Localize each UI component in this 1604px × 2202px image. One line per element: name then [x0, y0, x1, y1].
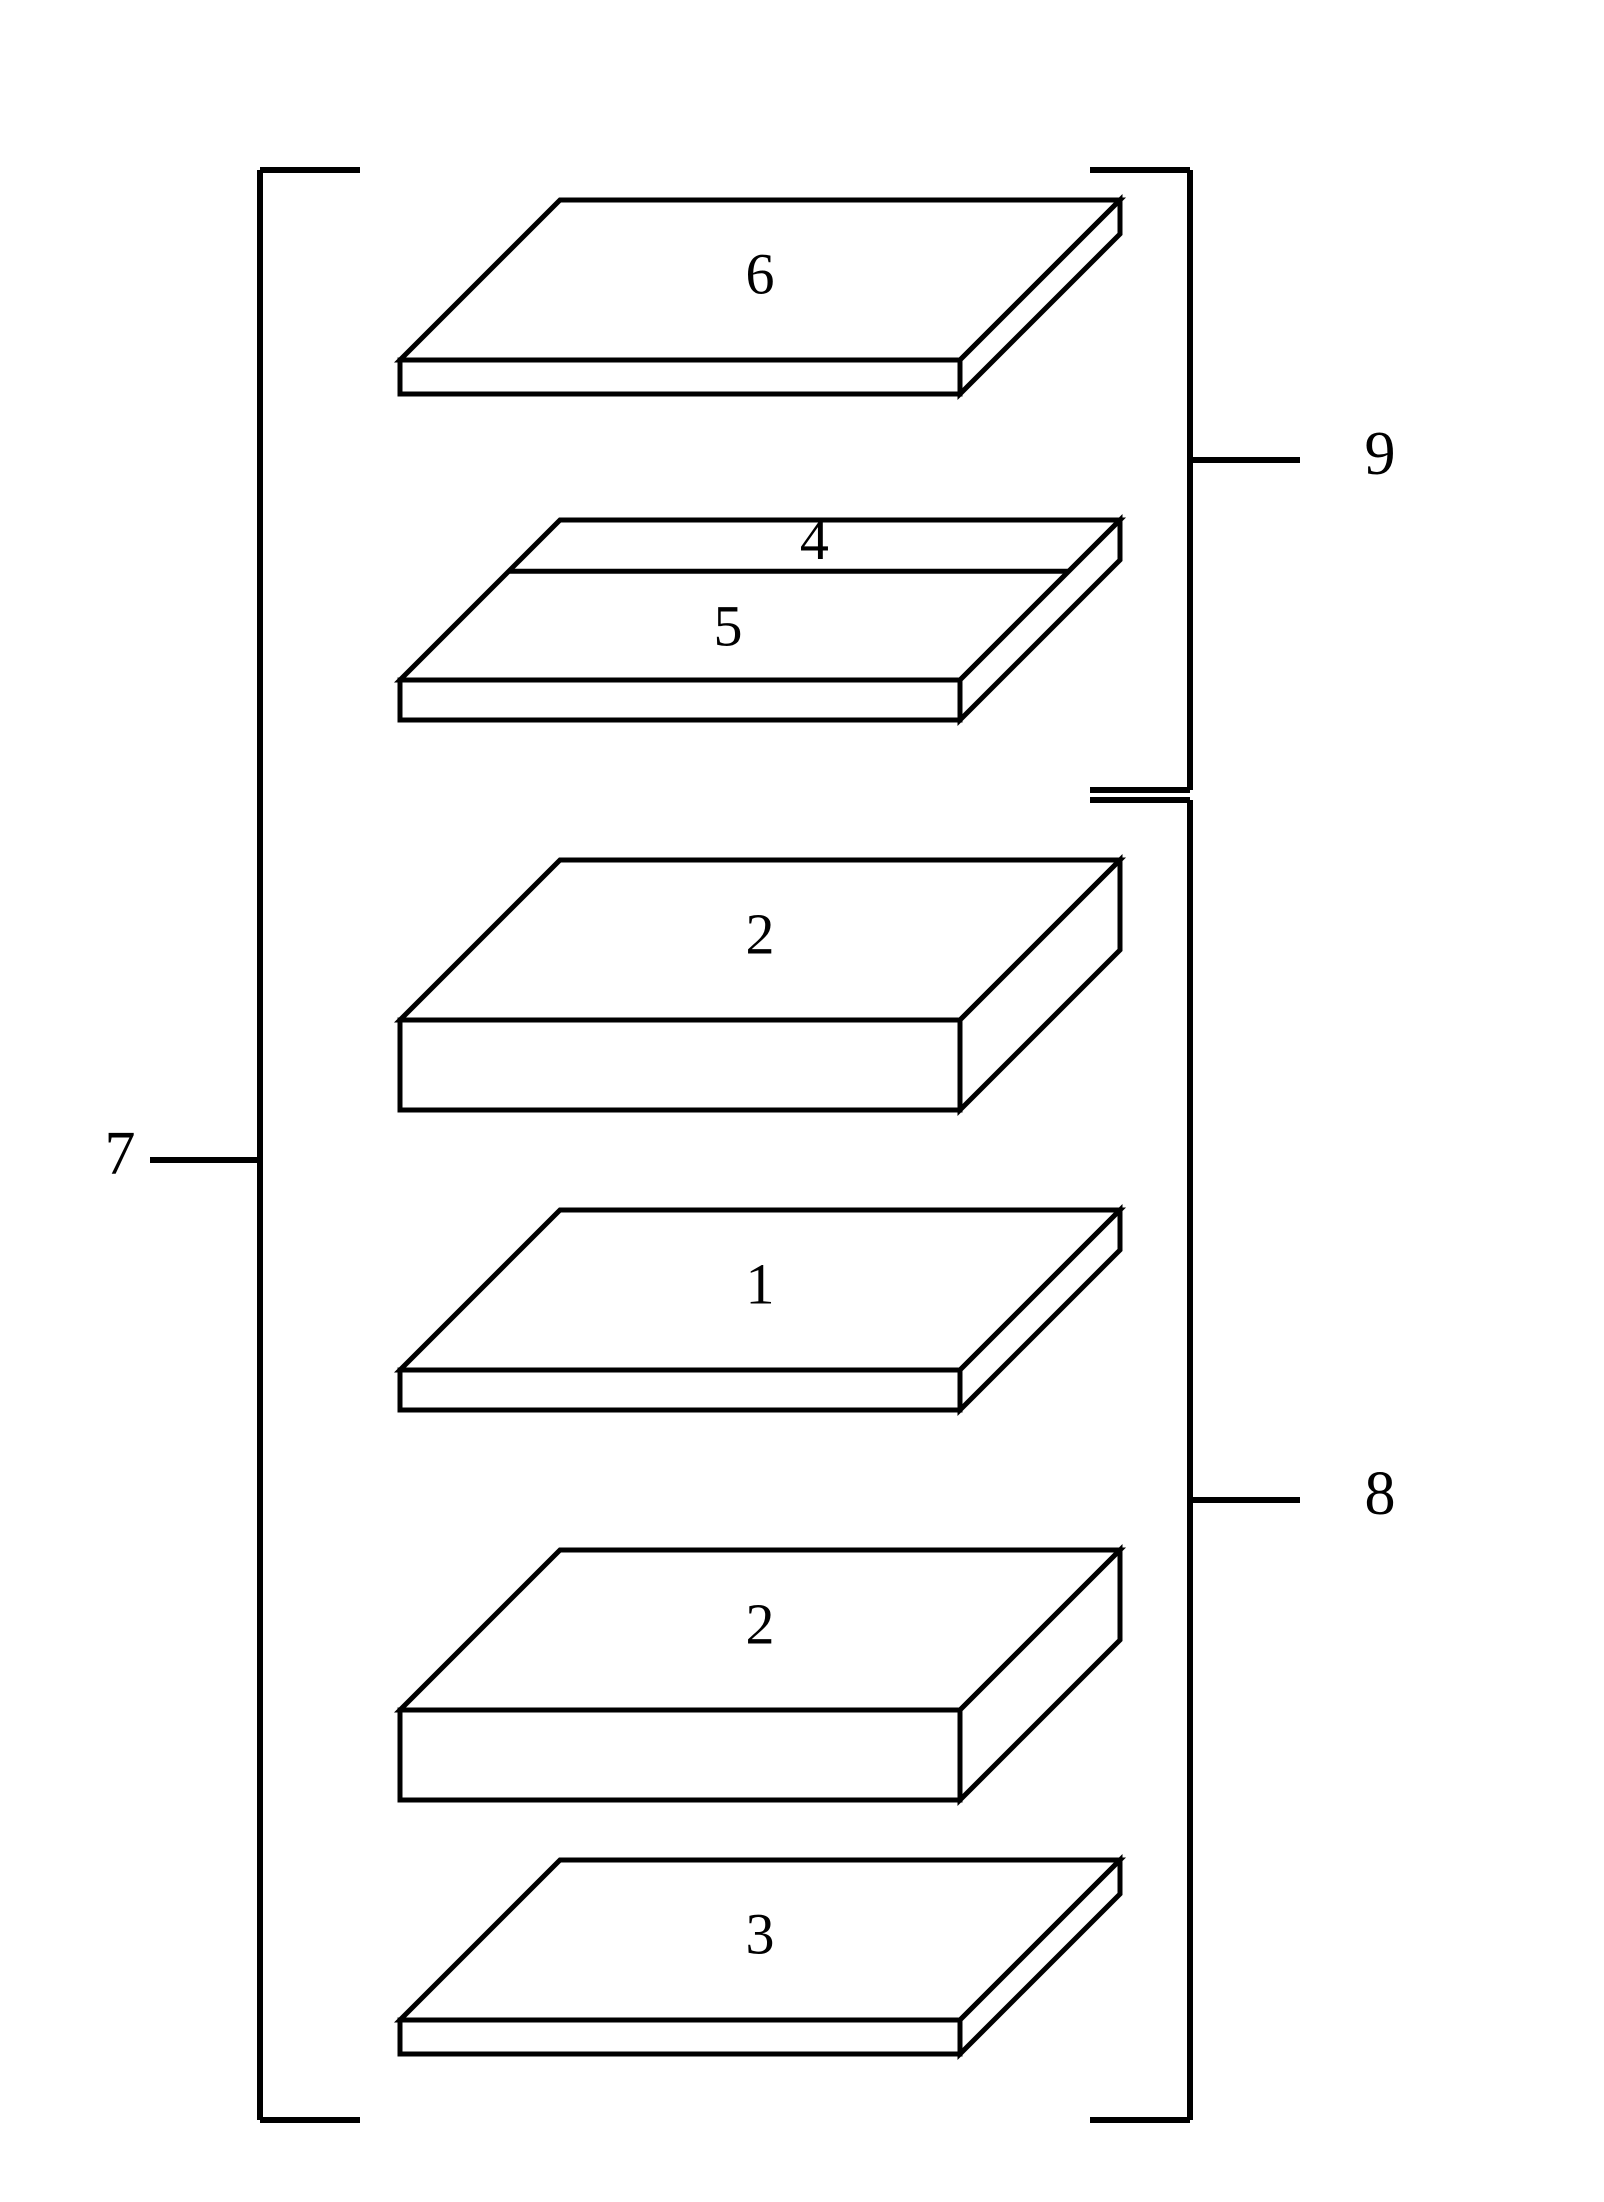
layer-3: 3	[400, 1860, 1120, 2054]
layer-2b: 2	[400, 1550, 1120, 1800]
bracket-9: 9	[1090, 170, 1396, 790]
layer-6-label: 6	[746, 241, 775, 306]
layer-3-label: 3	[746, 1901, 775, 1966]
layer-2b-label: 2	[746, 1591, 775, 1656]
layer-5-label: 5	[714, 593, 743, 658]
bracket-8: 8	[1090, 800, 1396, 2120]
layer-2a: 2	[400, 860, 1120, 1110]
layer-1: 1	[400, 1210, 1120, 1410]
bracket-7-label: 7	[105, 1120, 136, 1188]
layer-1-label: 1	[746, 1251, 775, 1316]
layer-5-top-label: 4	[800, 507, 829, 572]
layer-2a-label: 2	[746, 901, 775, 966]
bracket-7: 7	[105, 170, 361, 2120]
bracket-8-label: 8	[1365, 1460, 1396, 1528]
bracket-9-label: 9	[1365, 420, 1396, 488]
layer-5: 45	[400, 507, 1120, 720]
layer-6: 6	[400, 200, 1120, 394]
